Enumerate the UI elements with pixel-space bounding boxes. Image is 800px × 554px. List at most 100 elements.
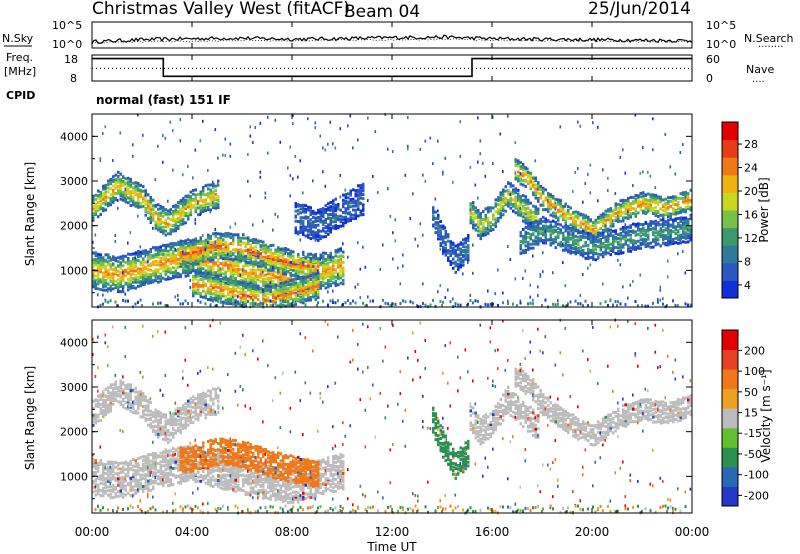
power-cell [254,260,257,264]
power-cell [624,205,627,209]
power-cell [104,125,107,129]
power-cell [239,287,242,291]
power-cell [94,209,97,213]
power-cell [467,236,470,240]
power-cell [137,259,140,263]
power-cell [437,290,439,294]
power-cell [229,250,232,254]
power-cell [307,287,310,291]
power-cell [127,299,129,303]
power-cell [252,250,255,254]
power-cell [122,269,125,273]
power-cell [299,238,302,242]
power-cell [629,233,632,237]
power-cell [584,224,587,228]
velocity-cell [94,459,97,463]
power-cell [557,198,560,202]
power-cell [642,194,645,198]
power-cell [317,292,320,296]
power-cell [137,255,140,259]
power-cell [674,303,677,307]
power-cell [632,240,635,244]
power-cell [672,199,675,203]
power-cell [104,284,107,288]
power-cell [442,252,444,256]
power-cell [272,303,274,307]
power-cell [342,278,345,282]
power-cell [682,216,685,220]
power-cell [637,239,640,243]
power-cell [102,209,105,213]
power-cell [152,198,155,202]
power-cell [182,197,185,201]
power-cell [119,285,122,288]
power-cell [549,229,552,233]
power-cell [194,248,197,252]
power-cell [152,302,154,306]
power-cell [304,234,307,238]
power-cell [114,182,117,186]
power-cell [122,277,125,281]
power-cell [194,250,197,254]
power-cell [517,161,520,165]
power-cell [219,279,222,283]
power-cell [687,240,690,244]
power-cell [219,300,222,304]
power-cell [527,220,530,224]
power-cell [674,217,677,221]
power-cell [667,212,670,215]
power-cell [572,246,575,250]
power-cell [292,265,295,269]
power-cell [489,206,492,210]
power-cell [657,215,660,218]
power-cell [184,260,187,264]
power-cell [529,214,532,218]
power-cell [134,201,137,205]
power-cell [259,280,262,283]
power-cell [547,191,550,195]
power-cell [517,211,520,215]
power-cell [177,212,180,216]
power-cell [297,212,300,216]
power-cell [659,288,662,292]
power-cell [97,205,100,208]
power-cell [644,220,647,224]
power-cell [184,249,187,253]
power-cell [602,228,605,232]
power-cell [662,221,665,225]
power-cell [279,298,282,302]
power-cell [154,248,157,252]
power-cell [342,202,345,206]
power-cell [504,209,507,213]
power-cell [519,197,522,201]
power-cell [479,215,482,219]
power-cell [537,220,540,224]
power-cell [307,280,310,283]
power-cell [552,214,555,218]
power-cell [192,243,195,247]
power-cell [144,280,147,284]
power-cell [272,281,275,285]
power-cell [127,196,130,200]
power-cell [527,180,530,184]
power-cell [182,205,185,209]
power-cell [559,207,562,211]
power-cell [307,266,310,270]
power-cell [242,257,245,261]
power-cell [659,234,662,238]
power-cell [169,255,172,259]
power-cell [604,244,607,248]
power-cell [282,253,285,256]
power-cell [617,210,620,214]
power-colorbar-segment [722,139,738,158]
power-cell [92,211,95,215]
power-cell [309,288,312,292]
power-cell [354,216,357,220]
power-cell [244,260,247,264]
power-cell [304,289,307,293]
power-cell [202,198,205,202]
power-cell [137,252,140,256]
power-cell [269,268,272,272]
power-cell [444,236,447,240]
power-cell [97,282,100,286]
